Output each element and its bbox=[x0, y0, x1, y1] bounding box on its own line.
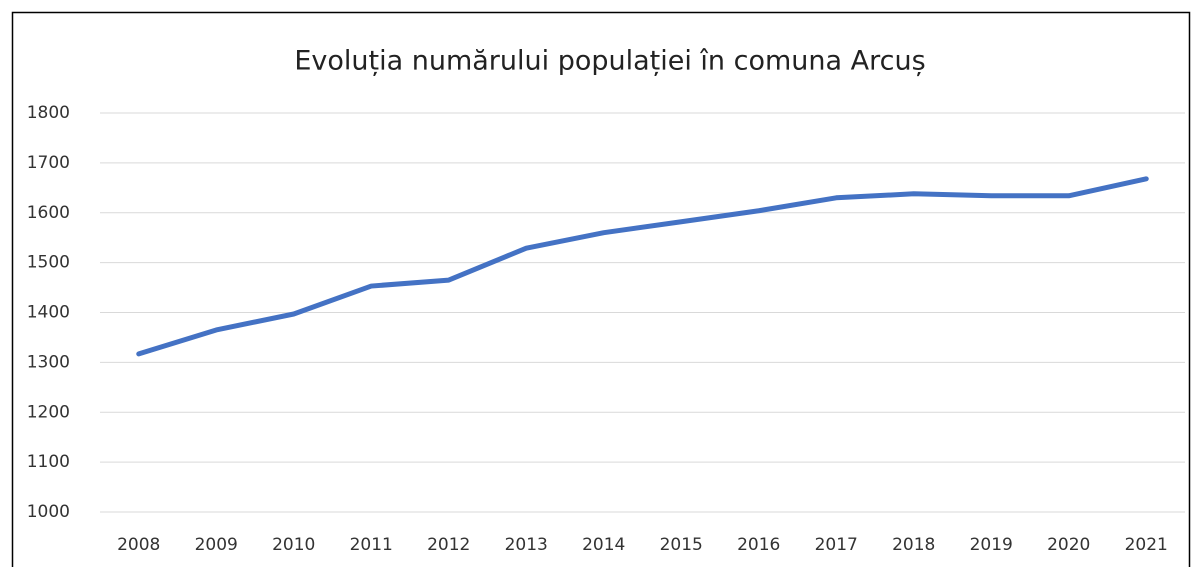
x-tick-label: 2020 bbox=[1047, 535, 1090, 555]
y-tick-label: 1200 bbox=[27, 402, 70, 422]
y-tick-label: 1600 bbox=[27, 203, 70, 223]
x-tick-label: 2010 bbox=[272, 535, 315, 555]
x-tick-label: 2013 bbox=[505, 535, 548, 555]
x-tick-label: 2017 bbox=[815, 535, 858, 555]
chart-border bbox=[11, 11, 1191, 567]
chart-title: Evoluția numărului populației în comuna … bbox=[294, 46, 925, 77]
x-tick-label: 2016 bbox=[737, 535, 780, 555]
y-tick-label: 1100 bbox=[27, 452, 70, 472]
y-tick-label: 1400 bbox=[27, 303, 70, 323]
y-tick-label: 1000 bbox=[27, 502, 70, 522]
y-tick-label: 1500 bbox=[27, 253, 70, 273]
x-tick-label: 2014 bbox=[582, 535, 625, 555]
x-tick-label: 2009 bbox=[195, 535, 238, 555]
x-tick-label: 2015 bbox=[660, 535, 703, 555]
x-tick-label: 2019 bbox=[970, 535, 1013, 555]
data-line bbox=[136, 176, 1149, 357]
x-tick-label: 2011 bbox=[350, 535, 393, 555]
x-tick-label: 2021 bbox=[1125, 535, 1168, 555]
x-tick-label: 2018 bbox=[892, 535, 935, 555]
x-tick-label: 2012 bbox=[427, 535, 470, 555]
y-tick-label: 1800 bbox=[27, 103, 70, 123]
y-tick-label: 1300 bbox=[27, 352, 70, 372]
x-tick-label: 2008 bbox=[117, 535, 160, 555]
y-tick-label: 1700 bbox=[27, 153, 70, 173]
